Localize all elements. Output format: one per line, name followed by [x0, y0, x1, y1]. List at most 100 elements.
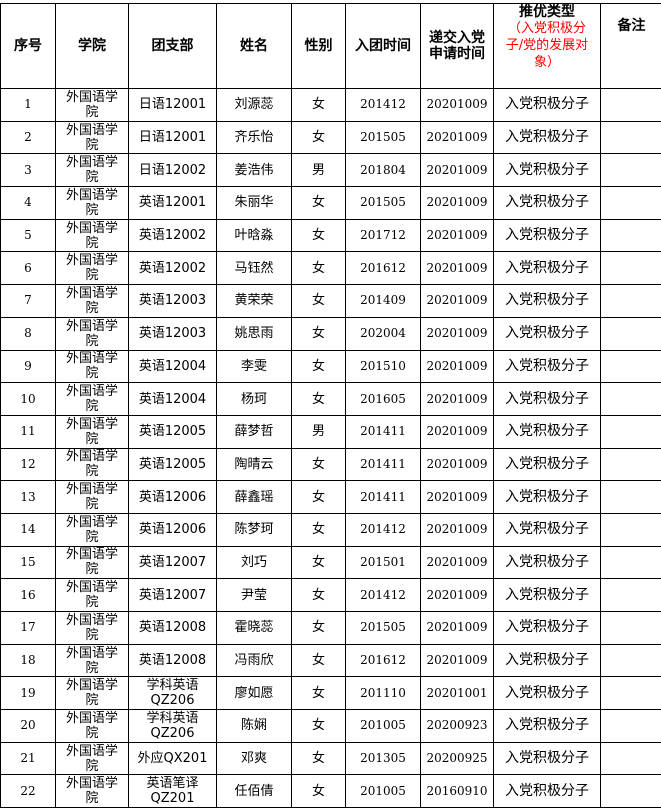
remark-cell [601, 89, 661, 122]
name-cell: 马钰然 [217, 252, 292, 285]
gender-cell: 女 [292, 350, 346, 383]
league-date-cell: 201712 [346, 219, 421, 252]
seq-cell: 12 [1, 448, 56, 481]
college-cell: 外国语学院 [56, 154, 129, 187]
name-cell: 薛梦哲 [217, 415, 292, 448]
seq-cell: 7 [1, 285, 56, 318]
branch-cell: 英语12002 [129, 219, 217, 252]
gender-cell: 男 [292, 415, 346, 448]
league-date-cell: 201412 [346, 89, 421, 122]
gender-cell: 女 [292, 448, 346, 481]
branch-cell: 日语12001 [129, 121, 217, 154]
name-cell: 邓爽 [217, 742, 292, 775]
remark-cell [601, 219, 661, 252]
gender-cell: 女 [292, 252, 346, 285]
college-cell: 外国语学院 [56, 187, 129, 220]
branch-cell: 日语12001 [129, 89, 217, 122]
remark-cell [601, 350, 661, 383]
type-cell: 入党积极分子 [494, 612, 601, 645]
apply-date-cell: 20201009 [421, 415, 494, 448]
gender-cell: 女 [292, 513, 346, 546]
type-cell: 入党积极分子 [494, 546, 601, 579]
league-date-cell: 201505 [346, 187, 421, 220]
college-cell: 外国语学院 [56, 677, 129, 710]
college-cell: 外国语学院 [56, 383, 129, 416]
apply-date-cell: 20201009 [421, 219, 494, 252]
apply-date-cell: 20201009 [421, 252, 494, 285]
college-cell: 外国语学院 [56, 350, 129, 383]
name-cell: 李雯 [217, 350, 292, 383]
gender-cell: 女 [292, 121, 346, 154]
header-branch: 团支部 [129, 4, 217, 89]
type-cell: 入党积极分子 [494, 775, 601, 808]
seq-cell: 9 [1, 350, 56, 383]
gender-cell: 男 [292, 154, 346, 187]
league-date-cell: 201411 [346, 481, 421, 514]
header-row: 序号 学院 团支部 姓名 性别 入团时间 递交入党申请时间 推优类型 （入党积极… [1, 4, 661, 89]
league-date-cell: 201612 [346, 644, 421, 677]
branch-cell: 英语12008 [129, 644, 217, 677]
branch-cell: 英语12003 [129, 317, 217, 350]
college-cell: 外国语学院 [56, 742, 129, 775]
league-date-cell: 201411 [346, 415, 421, 448]
college-cell: 外国语学院 [56, 710, 129, 743]
remark-cell [601, 317, 661, 350]
gender-cell: 女 [292, 742, 346, 775]
name-cell: 任佰倩 [217, 775, 292, 808]
apply-date-cell: 20201009 [421, 383, 494, 416]
branch-cell: 英语12003 [129, 285, 217, 318]
gender-cell: 女 [292, 187, 346, 220]
branch-cell: 英语12004 [129, 383, 217, 416]
apply-date-cell: 20200925 [421, 742, 494, 775]
header-type: 推优类型 （入党积极分子/党的发展对象） [494, 4, 601, 89]
remark-cell [601, 513, 661, 546]
college-cell: 外国语学院 [56, 317, 129, 350]
remark-cell [601, 612, 661, 645]
apply-date-cell: 20201009 [421, 350, 494, 383]
league-date-cell: 201005 [346, 775, 421, 808]
name-cell: 陈梦珂 [217, 513, 292, 546]
type-cell: 入党积极分子 [494, 350, 601, 383]
seq-cell: 13 [1, 481, 56, 514]
league-date-cell: 202004 [346, 317, 421, 350]
branch-cell: 英语12001 [129, 187, 217, 220]
college-cell: 外国语学院 [56, 546, 129, 579]
remark-cell [601, 579, 661, 612]
apply-date-cell: 20201009 [421, 481, 494, 514]
gender-cell: 女 [292, 710, 346, 743]
apply-date-cell: 20201009 [421, 644, 494, 677]
header-college: 学院 [56, 4, 129, 89]
type-cell: 入党积极分子 [494, 285, 601, 318]
college-cell: 外国语学院 [56, 481, 129, 514]
type-cell: 入党积极分子 [494, 677, 601, 710]
type-cell: 入党积极分子 [494, 513, 601, 546]
apply-date-cell: 20201001 [421, 677, 494, 710]
remark-cell [601, 710, 661, 743]
name-cell: 齐乐怡 [217, 121, 292, 154]
league-date-cell: 201305 [346, 742, 421, 775]
remark-cell [601, 285, 661, 318]
seq-cell: 16 [1, 579, 56, 612]
league-date-cell: 201412 [346, 579, 421, 612]
name-cell: 姜浩伟 [217, 154, 292, 187]
branch-cell: 英语12006 [129, 513, 217, 546]
gender-cell: 女 [292, 677, 346, 710]
apply-date-cell: 20201009 [421, 89, 494, 122]
seq-cell: 15 [1, 546, 56, 579]
header-apply-date: 递交入党申请时间 [421, 4, 494, 89]
branch-cell: 英语笔译QZ201 [129, 775, 217, 808]
branch-cell: 英语12008 [129, 612, 217, 645]
type-cell: 入党积极分子 [494, 644, 601, 677]
